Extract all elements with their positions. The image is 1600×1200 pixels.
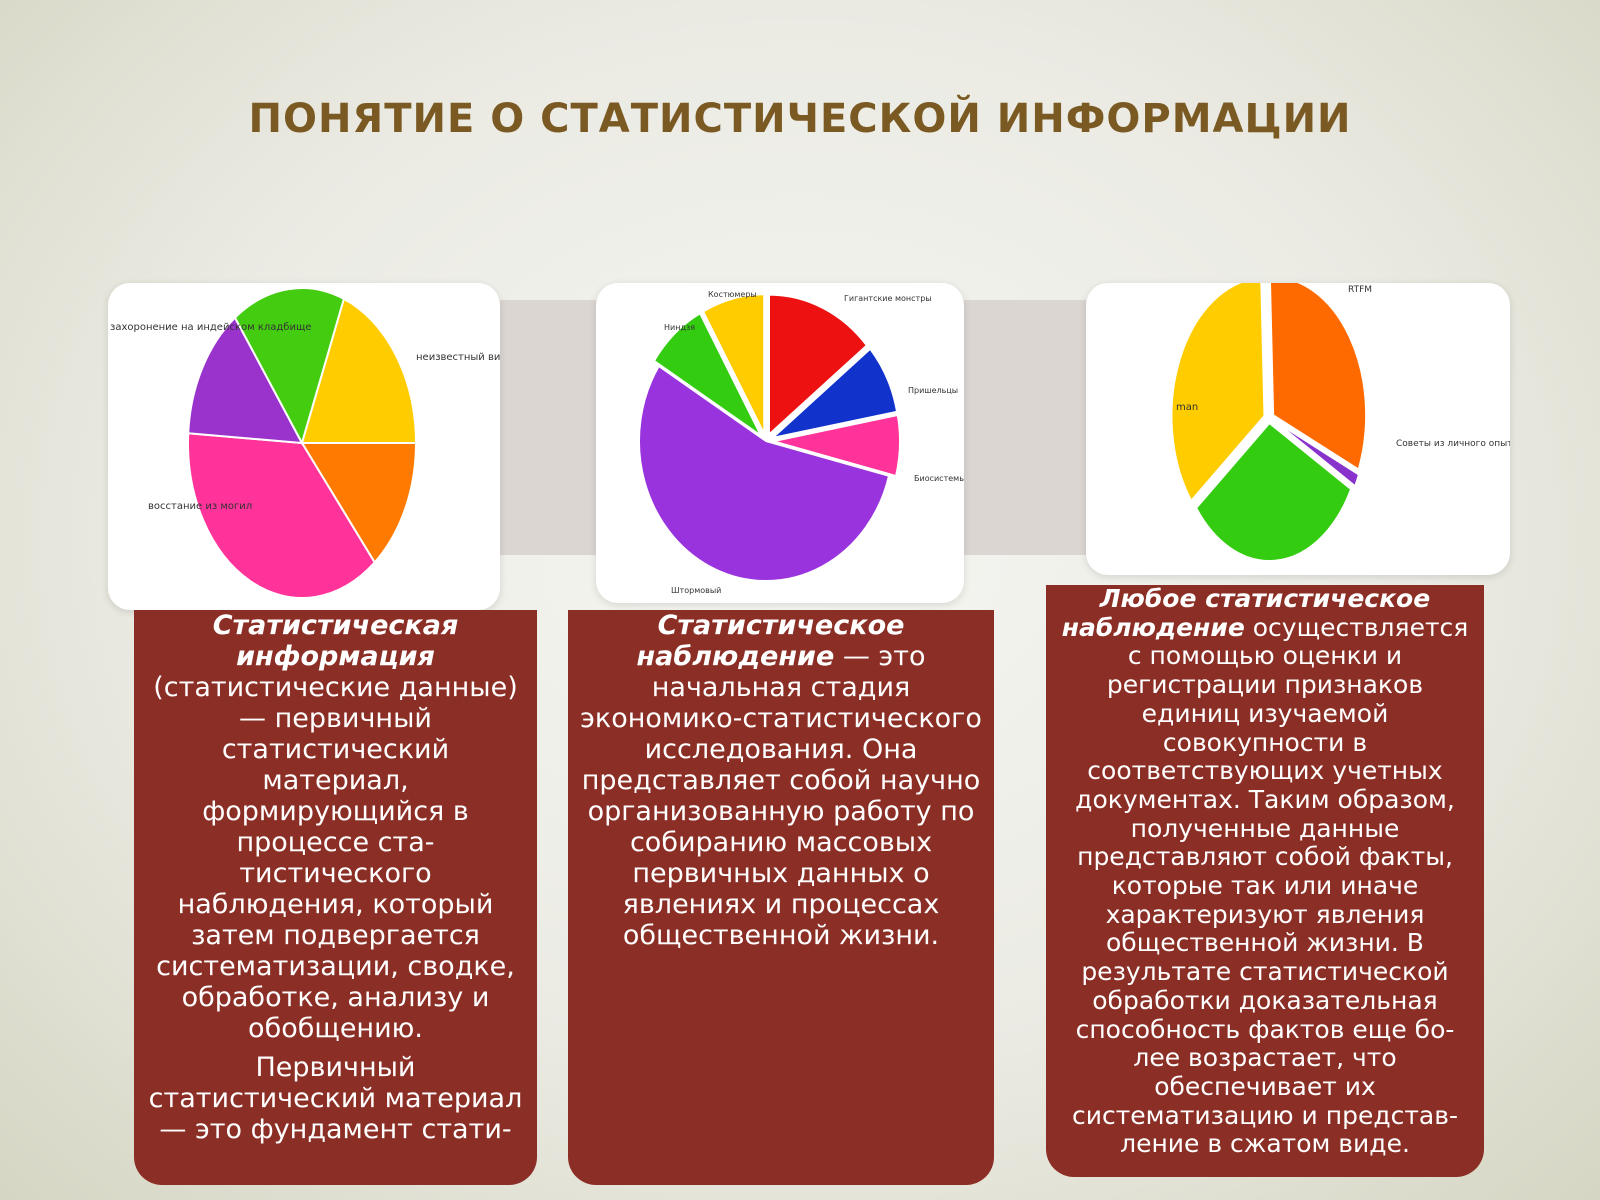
card1-term: Статистическая информация: [212, 610, 459, 672]
pie-slice: [300, 297, 418, 444]
pie-chart-1: неизвестный вирус восстание из могил зах…: [108, 283, 500, 610]
pie-chart-2-svg: Гигантские монстры Пришельцы Биосистемы …: [638, 290, 964, 595]
pie-slice: [768, 347, 899, 440]
pie-slice: [767, 293, 869, 437]
pie-slice: [652, 311, 763, 437]
pie2-label-storm: Штормовый: [671, 586, 721, 595]
pie-slice: [1269, 283, 1368, 472]
card3-term: Любое статистическое наблюдение: [1061, 585, 1431, 642]
text-card-statistical-observation: Статистическое наблюдение — это начальна…: [568, 610, 994, 1185]
text-card-any-observation: Любое статистическое наблюдение осуществ…: [1046, 585, 1484, 1177]
pie-slice: [187, 315, 304, 445]
pie2-label-aliens: Пришельцы: [908, 386, 958, 395]
pie-slice: [187, 432, 376, 599]
card3-paragraph: Любое статистическое наблюдение осуществ…: [1056, 585, 1474, 1159]
pie-slice: [233, 287, 346, 446]
pie1-label-indian-burial: захоронение на индейском кладбище: [110, 322, 312, 333]
pie-chart-1-svg: неизвестный вирус восстание из могил зах…: [110, 287, 500, 599]
card1-paragraph: Статистическая информация (статистические…: [148, 610, 523, 1044]
pie1-label-rise-from-graves: восстание из могил: [148, 501, 252, 512]
pie-slice: [1272, 419, 1361, 488]
pie3-label-man: man: [1176, 402, 1198, 413]
pie1-label-unknown-virus: неизвестный вирус: [416, 352, 500, 363]
slide-title: ПОНЯТИЕ О СТАТИСТИЧЕСКОЙ ИНФОРМАЦИИ: [248, 96, 1352, 142]
pie-chart-3: RTFM Советы из личного опыта man: [1086, 283, 1510, 575]
card3-text: осуществляется с помощью оценки и регист…: [1072, 612, 1469, 1159]
pie-slice: [300, 442, 418, 565]
card1-paragraph-2: Первичный статистический материал — это …: [148, 1052, 523, 1145]
pie3-label-advice: Советы из личного опыта: [1396, 439, 1510, 449]
card2-paragraph: Статистическое наблюдение — это начальна…: [580, 610, 982, 951]
pie-chart-2: Гигантские монстры Пришельцы Биосистемы …: [596, 283, 964, 603]
card1-text: (статистические данные) — первичный стат…: [153, 672, 518, 1044]
pie-slice: [701, 293, 766, 435]
card2-text: — это начальная стадия экономико-статист…: [580, 641, 982, 951]
card2-term: Статистическое наблюдение: [636, 610, 905, 672]
pie-slice: [1170, 283, 1266, 503]
pie-slice: [1194, 421, 1353, 562]
pie2-label-biosystems: Биосистемы: [914, 474, 964, 483]
pie-chart-3-svg: RTFM Советы из личного опыта man: [1170, 283, 1510, 562]
pie3-label-rtfm: RTFM: [1348, 285, 1372, 295]
pie-slice: [638, 364, 891, 582]
text-card-statistical-information: Статистическая информация (статистические…: [134, 610, 537, 1185]
pie2-label-costumers: Костюмеры: [708, 290, 757, 299]
pie2-label-ninja: Ниндзя: [664, 323, 695, 332]
pie-slice: [772, 413, 901, 478]
pie2-label-giant-monsters: Гигантские монстры: [844, 294, 932, 303]
